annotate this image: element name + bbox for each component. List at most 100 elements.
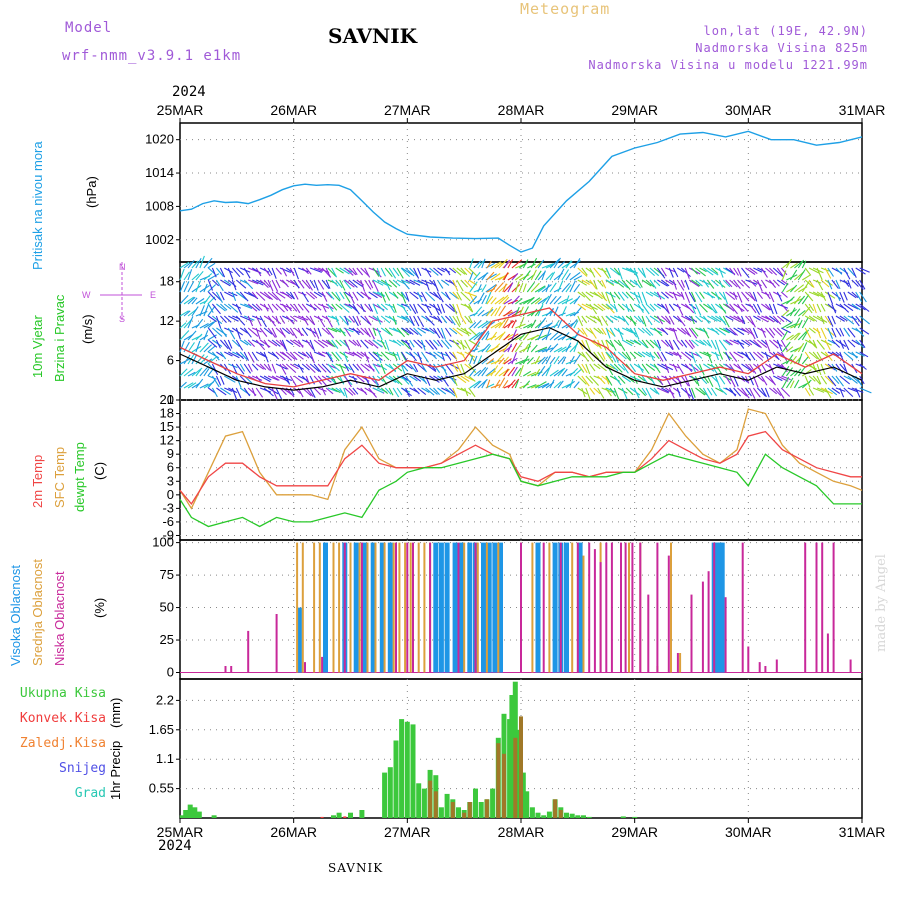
wind-barb	[820, 327, 827, 340]
wind-barb	[749, 291, 756, 302]
sfc-temp-line	[179, 408, 863, 510]
wind-barb	[223, 279, 232, 286]
wind-barb	[464, 327, 470, 337]
wind-barb	[593, 291, 603, 300]
wind-barb	[364, 351, 370, 363]
wind-barb	[368, 327, 375, 340]
wind-barb	[812, 339, 818, 349]
wind-barb	[797, 309, 806, 317]
wind-barb	[421, 351, 429, 363]
wind-barb	[625, 327, 637, 335]
high-cloud-bar	[433, 542, 439, 673]
wind-barb	[417, 279, 429, 287]
wind-barb	[356, 375, 365, 383]
wind-barb	[251, 291, 258, 299]
wind-barb	[191, 297, 198, 305]
y-tick-temperature: 18	[160, 406, 174, 421]
wind-barb	[851, 351, 858, 359]
wind-barb	[429, 363, 437, 371]
wind-barb	[760, 267, 768, 278]
wind-barb	[444, 351, 452, 361]
wind-barb	[680, 279, 686, 288]
mid-cloud-bar	[423, 542, 426, 673]
wind-barb	[343, 387, 348, 398]
wind-barb	[215, 267, 224, 277]
wind-barb	[522, 270, 531, 281]
wind-barb	[207, 327, 217, 339]
wind-barb	[356, 291, 364, 299]
low-cloud-bar	[360, 542, 363, 673]
wind-barb	[530, 308, 538, 317]
wind-barb	[219, 267, 226, 278]
wind-barb	[613, 279, 625, 288]
wind-barb	[843, 327, 851, 337]
y-tick-clouds: 0	[167, 665, 174, 680]
wind-barb	[733, 279, 741, 289]
wind-barb	[695, 279, 703, 287]
wind-barb	[251, 267, 262, 274]
wind-barb	[317, 363, 327, 373]
wind-barb	[473, 271, 481, 281]
wind-barb	[460, 351, 468, 362]
wind-barb	[613, 291, 621, 300]
low-cloud-bar	[775, 659, 778, 673]
wind-barb	[859, 351, 869, 358]
wind-barb	[752, 303, 761, 315]
wind-barb	[629, 363, 637, 373]
wind-barb	[511, 295, 520, 305]
wind-barb	[352, 303, 360, 315]
wind-barb	[503, 298, 512, 305]
wind-barb	[633, 375, 638, 385]
wind-barb	[523, 370, 532, 377]
wind-barb	[797, 269, 806, 281]
wind-barb	[741, 291, 750, 302]
wind-barb	[473, 341, 481, 353]
high-cloud-bar	[486, 542, 492, 673]
wind-barb	[293, 351, 304, 360]
wind-barb	[526, 357, 534, 365]
wind-barb	[684, 351, 695, 360]
wind-barb	[714, 363, 723, 376]
wind-barb	[456, 375, 467, 384]
wind-barb	[417, 303, 427, 314]
mid-cloud-bar	[417, 542, 420, 673]
wind-barb	[711, 315, 721, 323]
total-rain-bar	[404, 721, 410, 818]
wind-barb	[637, 279, 643, 288]
wind-barb	[702, 327, 710, 339]
wind-barb	[545, 293, 552, 305]
wind-barb	[703, 303, 713, 311]
wind-barb	[569, 280, 576, 293]
wind-barb	[804, 303, 813, 314]
wind-barb	[725, 327, 737, 336]
wind-barb	[352, 291, 359, 301]
wind-barb	[494, 333, 504, 341]
wind-barb	[290, 363, 299, 370]
wind-barb	[313, 291, 322, 298]
wind-barb	[765, 267, 773, 275]
wind-barb	[511, 378, 520, 389]
wind-barb	[597, 375, 606, 385]
wind-barb	[637, 339, 648, 349]
wind-barb	[380, 267, 386, 277]
wind-barb	[321, 327, 330, 335]
wind-barb	[698, 363, 705, 376]
wind-barb	[259, 387, 272, 393]
wind-barb	[804, 327, 812, 339]
wind-barb	[699, 339, 707, 346]
wind-barb	[793, 317, 801, 329]
wind-barb	[812, 291, 825, 298]
wind-barb	[641, 363, 650, 375]
wind-barb	[780, 351, 787, 361]
wind-barb	[691, 363, 697, 373]
wind-barb	[773, 291, 782, 297]
wind-barb	[195, 368, 202, 377]
frozen-rain-bar	[513, 737, 518, 818]
wind-barb	[565, 322, 574, 329]
wind-barb	[645, 363, 656, 372]
wind-barb	[279, 315, 286, 324]
wind-barb	[549, 258, 560, 269]
wind-barb	[684, 291, 691, 304]
wind-barb	[255, 339, 266, 351]
wind-barb	[344, 339, 351, 351]
